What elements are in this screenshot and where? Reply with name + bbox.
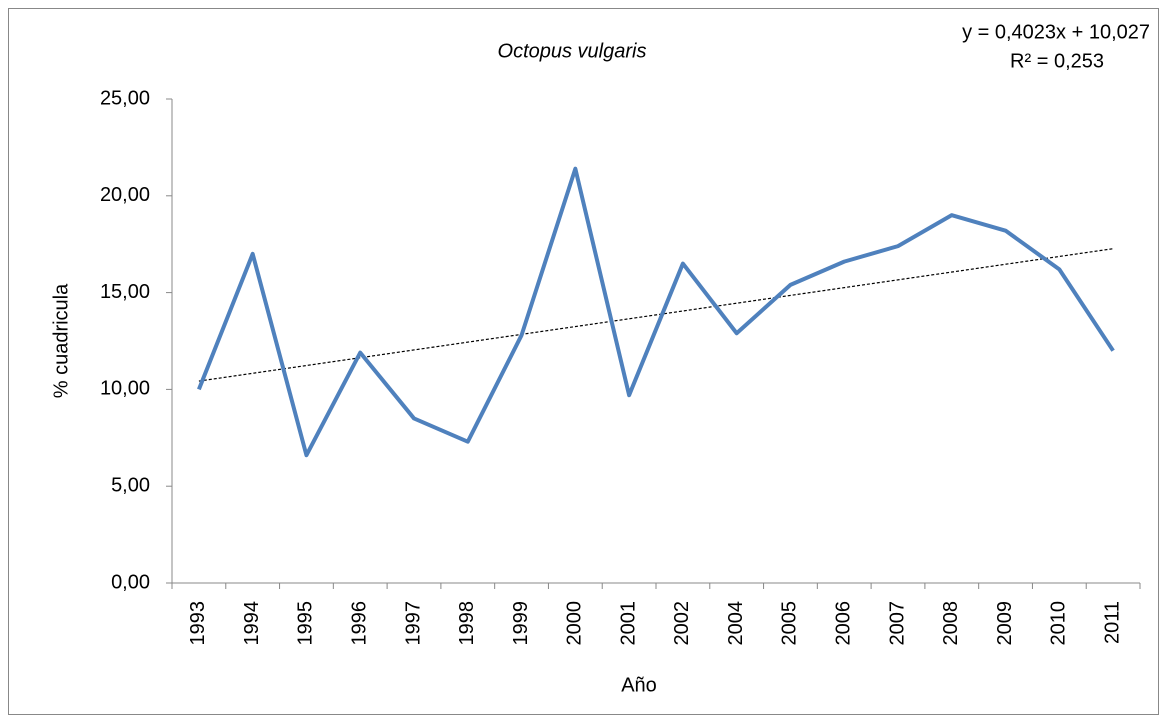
x-tick-label: 2007 bbox=[886, 601, 908, 646]
x-tick-label: 2005 bbox=[779, 601, 801, 646]
chart-title: Octopus vulgaris bbox=[498, 40, 647, 62]
x-tick-label: 1994 bbox=[241, 601, 263, 646]
x-tick-label: 1997 bbox=[402, 601, 424, 646]
x-tick-label: 1993 bbox=[187, 601, 209, 646]
trendline bbox=[198, 248, 1114, 382]
y-tick-label: 20,00 bbox=[100, 184, 150, 206]
y-tick-label: 10,00 bbox=[100, 378, 150, 400]
x-tick-label: 2001 bbox=[617, 601, 639, 646]
y-tick-label: 15,00 bbox=[100, 281, 150, 303]
y-axis-title: % cuadricula bbox=[50, 283, 72, 398]
x-tick-label: 1998 bbox=[456, 601, 478, 646]
data-line bbox=[197, 166, 1115, 458]
trend-r-squared: R² = 0,253 bbox=[1010, 50, 1104, 72]
x-tick-label: 2002 bbox=[671, 601, 693, 646]
chart-border bbox=[8, 8, 1159, 715]
x-tick-label: 1996 bbox=[349, 601, 371, 646]
y-tick-label: 25,00 bbox=[100, 87, 150, 109]
trend-equation: y = 0,4023x + 10,027 bbox=[962, 21, 1150, 43]
y-tick-label: 0,00 bbox=[111, 571, 150, 593]
x-tick-label: 2011 bbox=[1101, 601, 1123, 644]
x-tick-label: 2004 bbox=[725, 601, 747, 646]
x-tick-label: 1995 bbox=[295, 601, 317, 646]
x-axis-title: Año bbox=[621, 674, 657, 696]
x-tick-label: 2006 bbox=[833, 601, 855, 646]
x-tick-label: 2009 bbox=[994, 601, 1016, 646]
y-tick-label: 5,00 bbox=[111, 474, 150, 496]
x-tick-label: 2000 bbox=[564, 601, 586, 646]
x-tick-label: 2008 bbox=[940, 601, 962, 646]
x-tick-label: 2010 bbox=[1048, 601, 1070, 646]
x-tick-label: 1999 bbox=[510, 601, 532, 646]
